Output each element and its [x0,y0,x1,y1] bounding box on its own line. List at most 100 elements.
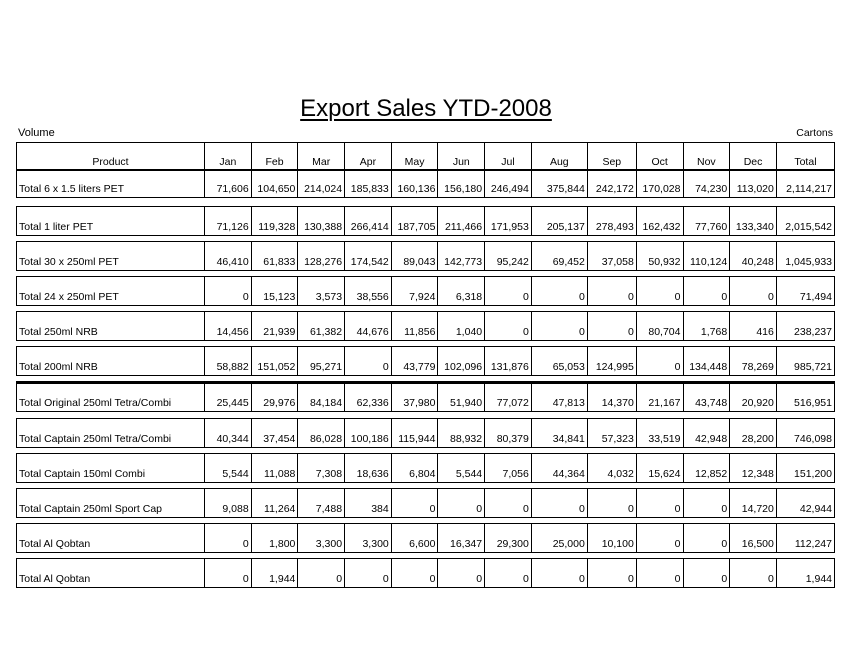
value-cell-sep: 0 [588,277,637,305]
product-name-cell: Total 6 x 1.5 liters PET [17,170,205,197]
product-name-cell: Total 30 x 250ml PET [17,242,205,270]
table-row: Total 1 liter PET 71,126 119,328 130,388 266… [16,206,835,236]
value-cell-dec: 133,340 [730,207,777,235]
value-cell-jan: 5,544 [205,454,252,482]
value-cell-jul: 7,056 [485,454,532,482]
column-header-may: May [392,143,439,170]
product-name-cell: Total 24 x 250ml PET [17,277,205,305]
value-cell-aug: 0 [532,489,588,517]
value-cell-sep: 14,370 [588,384,637,411]
value-cell-may: 7,924 [392,277,439,305]
product-name-cell: Total 200ml NRB [17,347,205,375]
table-row: Total Original 250ml Tetra/Combi 25,445 29… [16,381,835,412]
column-header-apr: Apr [345,143,392,170]
value-cell-apr: 38,556 [345,277,392,305]
value-cell-jan: 40,344 [205,419,252,447]
value-cell-jun: 16,347 [438,524,486,552]
value-cell-aug: 0 [532,312,588,340]
value-cell-dec: 12,348 [730,454,777,482]
table-header-row: Product Jan Feb Mar Apr May Jun Jul Aug Sep Oct Nov… [16,142,835,171]
value-cell-oct: 0 [637,524,684,552]
value-cell-jul: 0 [485,312,532,340]
value-cell-jan: 71,606 [205,170,252,197]
value-cell-feb: 61,833 [252,242,299,270]
value-cell-jan: 0 [205,559,252,587]
value-cell-feb: 21,939 [252,312,299,340]
value-cell-total: 746,098 [794,433,832,445]
value-cell-dec: 16,500 [730,524,777,552]
value-cell-jul: 29,300 [485,524,532,552]
value-cell-jun: 102,096 [438,347,486,375]
value-cell-aug: 65,053 [532,347,588,375]
table-row: Total 200ml NRB 58,882 151,052 95,271 0 43,77… [16,346,835,376]
value-cell-total: 151,200 [794,468,832,480]
column-header-total: Total [794,156,817,168]
value-cell-sep: 0 [588,489,637,517]
value-cell-mar: 7,488 [298,489,346,517]
value-cell-sep: 57,323 [588,419,637,447]
value-cell-feb: 11,264 [252,489,299,517]
value-cell-jan: 0 [205,277,252,305]
value-cell-aug: 0 [532,559,588,587]
table-row: Total Al Qobtan 0 1,944 0 0 0 0 0 0 0 0 0 0 1,944 [16,558,835,588]
column-header-oct: Oct [637,143,684,170]
value-cell-may: 187,705 [392,207,439,235]
column-header-jun: Jun [438,143,486,170]
value-cell-oct: 50,932 [637,242,684,270]
value-cell-total: 2,114,217 [786,183,832,195]
value-cell-may: 0 [392,559,439,587]
product-name-cell: Total Al Qobtan [17,524,205,552]
value-cell-total: 42,944 [799,503,832,515]
value-cell-oct: 33,519 [637,419,684,447]
product-name-cell: Total Captain 250ml Sport Cap [17,489,205,517]
value-cell-jul: 0 [485,489,532,517]
value-cell-mar: 95,271 [298,347,346,375]
product-name-cell: Total Captain 250ml Tetra/Combi [17,419,205,447]
value-cell-apr: 384 [345,489,392,517]
value-cell-total: 1,944 [805,573,832,585]
value-cell-jun: 142,773 [438,242,486,270]
value-cell-jul: 246,494 [485,170,532,197]
value-cell-aug: 205,137 [532,207,588,235]
value-cell-jun: 156,180 [438,170,486,197]
value-cell-oct: 0 [637,347,684,375]
value-cell-dec: 0 [730,559,777,587]
value-cell-may: 37,980 [392,384,439,411]
value-cell-may: 11,856 [392,312,439,340]
value-cell-feb: 104,650 [252,170,299,197]
value-cell-apr: 0 [345,347,392,375]
table-row: Total Captain 250ml Tetra/Combi 40,344 37,… [16,418,835,448]
value-cell-feb: 37,454 [252,419,299,447]
value-cell-nov: 74,230 [684,170,731,197]
value-cell-mar: 128,276 [298,242,346,270]
column-header-sep: Sep [588,143,637,170]
value-cell-dec: 78,269 [730,347,777,375]
value-cell-may: 160,136 [392,170,439,197]
value-cell-nov: 12,852 [684,454,731,482]
value-cell-feb: 151,052 [252,347,299,375]
value-cell-jun: 211,466 [438,207,486,235]
value-cell-oct: 0 [637,559,684,587]
value-cell-aug: 25,000 [532,524,588,552]
value-cell-jun: 0 [438,489,486,517]
value-cell-feb: 1,800 [252,524,299,552]
value-cell-mar: 0 [298,559,346,587]
value-cell-sep: 4,032 [588,454,637,482]
value-cell-mar: 61,382 [298,312,346,340]
value-cell-oct: 0 [637,489,684,517]
value-cell-apr: 3,300 [345,524,392,552]
value-cell-dec: 14,720 [730,489,777,517]
value-cell-jan: 71,126 [205,207,252,235]
value-cell-jan: 58,882 [205,347,252,375]
value-cell-apr: 174,542 [345,242,392,270]
table-row: Total 30 x 250ml PET 46,410 61,833 128,276 1… [16,241,835,271]
value-cell-oct: 21,167 [637,384,684,411]
value-cell-sep: 10,100 [588,524,637,552]
value-cell-apr: 0 [345,559,392,587]
value-cell-mar: 214,024 [298,170,346,197]
value-cell-aug: 34,841 [532,419,588,447]
value-cell-total: 516,951 [794,397,832,409]
value-cell-mar: 130,388 [298,207,346,235]
value-cell-jun: 88,932 [438,419,486,447]
product-name-cell: Total Captain 150ml Combi [17,454,205,482]
